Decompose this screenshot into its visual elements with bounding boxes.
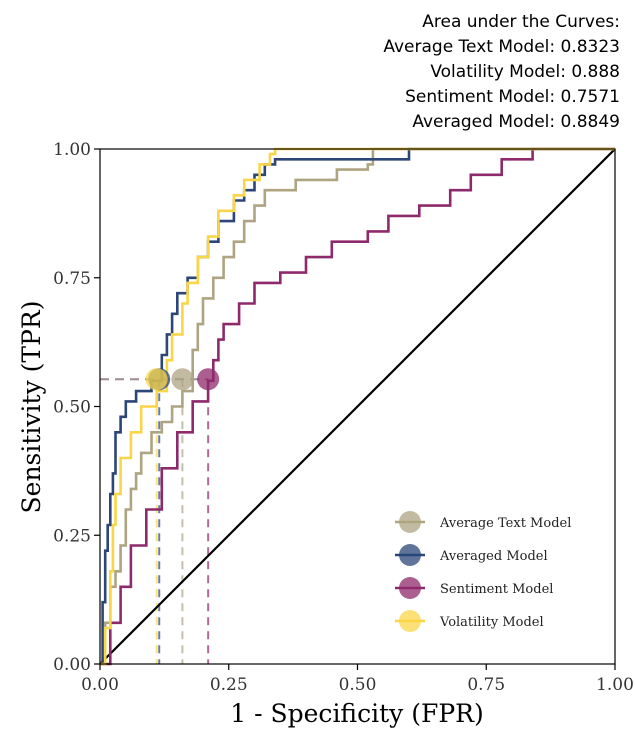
- y-tick-label-0: 0.00: [53, 655, 91, 675]
- y-tick-label-2: 0.50: [53, 398, 91, 418]
- x-tick-label-1: 0.25: [210, 675, 248, 695]
- legend-marker-averaged-model: [399, 544, 421, 566]
- roc-curve-volatility-model: [100, 147, 615, 666]
- auc-line-volatility: Volatility Model: 0.888: [430, 62, 620, 82]
- legend-label-averaged-model: Averaged Model: [439, 549, 548, 564]
- roc-curve-average-text-model: [100, 147, 615, 666]
- x-tick-label-2: 0.50: [339, 675, 377, 695]
- auc-line-averaged: Averaged Model: 0.8849: [412, 112, 620, 132]
- operating-point-markers: [145, 368, 220, 391]
- legend-marker-sentiment-model: [399, 577, 421, 599]
- legend-label-sentiment-model: Sentiment Model: [440, 582, 553, 597]
- legend-label-average-text-model: Average Text Model: [439, 516, 571, 531]
- y-tick-label-1: 0.25: [53, 526, 91, 546]
- auc-line-title: Area under the Curves:: [422, 12, 620, 32]
- legend-label-volatility-model: Volatility Model: [439, 615, 544, 630]
- axis-ticks: 0.00 0.25 0.50 0.75 1.00 0.00 0.25 0.50 0.75 1.00: [53, 140, 634, 695]
- x-axis-label: 1 - Specificity (FPR): [230, 699, 483, 728]
- auc-annotation: Area under the Curves: Average Text Mode…: [383, 12, 620, 132]
- y-tick-label-3: 0.75: [53, 269, 91, 289]
- x-tick-label-0: 0.00: [81, 675, 119, 695]
- legend-marker-average-text-model: [399, 511, 421, 533]
- roc-curve-sentiment-model: [100, 147, 615, 666]
- auc-line-sentiment: Sentiment Model: 0.7571: [405, 87, 620, 107]
- x-tick-label-3: 0.75: [467, 675, 505, 695]
- operating-point-average-text-model: [171, 368, 194, 391]
- roc-curve-averaged-model: [100, 147, 615, 666]
- operating-point-volatility-model: [145, 368, 168, 391]
- chance-diagonal-line: [99, 148, 616, 665]
- auc-line-average-text: Average Text Model: 0.8323: [383, 37, 620, 57]
- legend: Average Text Model Averaged Model Sentimen…: [395, 511, 571, 632]
- operating-point-sentiment-model: [197, 368, 220, 391]
- x-tick-label-4: 1.00: [596, 675, 634, 695]
- y-tick-label-4: 1.00: [53, 140, 91, 160]
- y-axis-label: Sensitivity (TPR): [17, 301, 46, 514]
- legend-marker-volatility-model: [399, 610, 421, 632]
- roc-curves: [100, 147, 615, 666]
